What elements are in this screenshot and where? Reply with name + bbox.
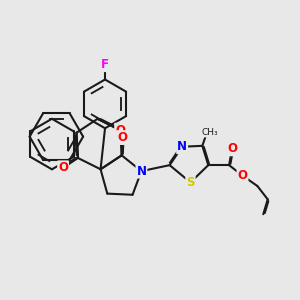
Text: S: S xyxy=(186,176,195,189)
Text: N: N xyxy=(136,165,146,178)
Text: O: O xyxy=(118,131,128,144)
Text: O: O xyxy=(227,142,237,155)
Text: O: O xyxy=(238,169,248,182)
Text: F: F xyxy=(101,58,109,71)
Text: O: O xyxy=(115,124,125,136)
Text: CH₃: CH₃ xyxy=(202,128,218,137)
Text: O: O xyxy=(58,161,68,174)
Text: N: N xyxy=(177,140,187,153)
